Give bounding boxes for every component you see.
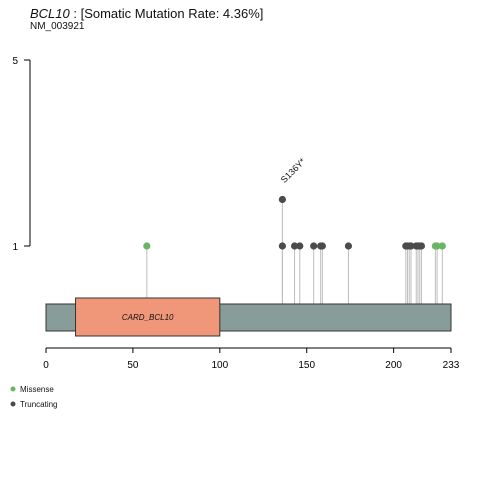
mutation-dot-4	[296, 242, 304, 250]
mutation-dot-3	[290, 242, 299, 250]
mutation-dot-12	[407, 242, 415, 250]
mutation-dot-0	[143, 242, 151, 250]
mutation-dot-18	[433, 242, 441, 250]
y-tick-label-5: 5	[12, 56, 18, 67]
transcript-id: NM_003921	[30, 21, 85, 32]
legend-label-truncating: Truncating	[20, 400, 58, 409]
gene-name: BCL10	[30, 6, 70, 21]
domain-label-0: CARD_BCL10	[122, 313, 174, 322]
legend-dot-truncating	[10, 401, 16, 407]
legend-dot-missense	[10, 386, 16, 392]
x-tick-label-150: 150	[298, 360, 315, 371]
legend-label-missense: Missense	[20, 385, 54, 394]
x-tick-label-100: 100	[211, 360, 228, 371]
mutation-dot-1	[278, 242, 286, 250]
mutation-dot-8	[344, 242, 353, 250]
y-tick-label-1: 1	[12, 242, 18, 253]
domain-0	[75, 297, 221, 337]
x-tick-label-0: 0	[43, 360, 49, 371]
mutation-dot-2	[278, 195, 286, 204]
x-tick-label-50: 50	[127, 360, 139, 371]
x-tick-label-233: 233	[443, 360, 460, 371]
x-tick-label-200: 200	[385, 360, 402, 371]
mutation-rate: : [Somatic Mutation Rate: 4.36%]	[69, 6, 264, 21]
mutation-label-2: S136Y*	[279, 156, 308, 185]
mutation-dot-5	[310, 242, 318, 250]
mutation-dot-7	[318, 242, 326, 250]
chart-title: BCL10 : [Somatic Mutation Rate: 4.36%]	[30, 6, 263, 21]
mutation-dot-19	[438, 242, 446, 250]
mutation-dot-16	[417, 242, 426, 250]
